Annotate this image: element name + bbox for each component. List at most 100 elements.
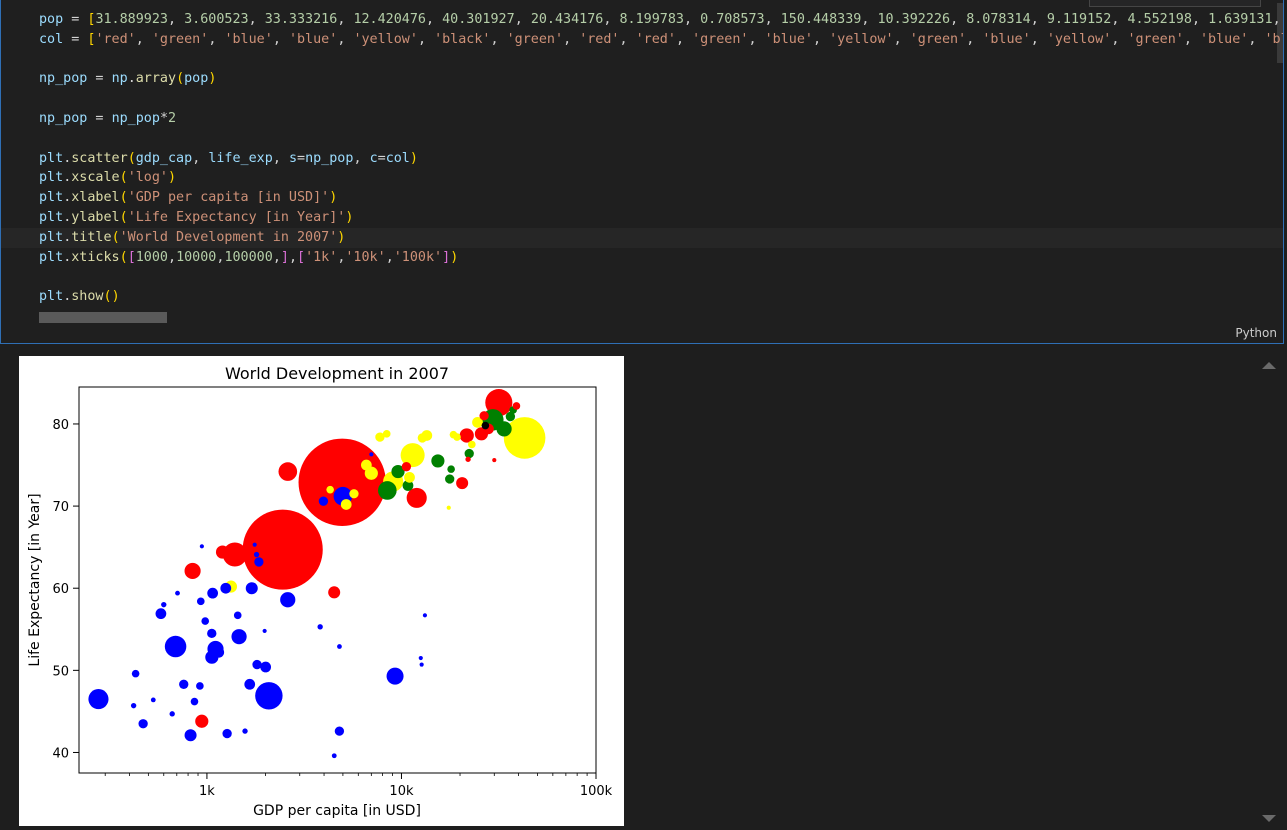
- scatter-point: [190, 697, 199, 706]
- scatter-point: [447, 465, 455, 473]
- output-scroll-up-icon[interactable]: [1262, 362, 1276, 369]
- scatter-point: [254, 557, 264, 567]
- scatter-point: [512, 402, 521, 410]
- code-editor[interactable]: pop = [31.889923, 3.600523, 33.333216, 1…: [1, 10, 1283, 307]
- scatter-point: [253, 551, 260, 558]
- scatter-point: [131, 669, 140, 678]
- scatter-point: [419, 662, 424, 667]
- scatter-point: [138, 719, 148, 729]
- scatter-point: [88, 689, 109, 710]
- scatter-point: [505, 411, 516, 422]
- scatter-point: [169, 711, 175, 717]
- scatter-point: [278, 462, 298, 481]
- scatter-point: [231, 629, 247, 645]
- scatter-point: [215, 545, 230, 559]
- code-line[interactable]: plt.title('World Development in 2007'): [1, 227, 1283, 248]
- code-line[interactable]: [39, 89, 1283, 109]
- execution-progress-bar: [39, 312, 167, 323]
- code-line[interactable]: plt.ylabel('Life Expectancy [in Year]'): [39, 209, 354, 225]
- x-tick-label: 10k: [389, 784, 414, 799]
- code-line[interactable]: plt.xscale('log'): [39, 170, 177, 186]
- scatter-point: [503, 417, 546, 459]
- scatter-point: [406, 487, 427, 508]
- scatter-point: [382, 430, 391, 438]
- scatter-point: [360, 459, 372, 471]
- scatter-point: [445, 474, 455, 484]
- plot-frame: [78, 386, 597, 774]
- scatter-point: [337, 644, 342, 649]
- scatter-point: [255, 682, 283, 710]
- scatter-point: [464, 448, 474, 459]
- code-line[interactable]: plt.show(): [39, 289, 120, 305]
- scatter-point: [150, 697, 156, 703]
- code-line[interactable]: plt.scatter(gdp_cap, life_exp, s=np_pop,…: [39, 150, 418, 166]
- scatter-point: [468, 440, 476, 449]
- scatter-point: [242, 728, 248, 734]
- scatter-point: [386, 667, 404, 685]
- scatter-point: [400, 443, 425, 468]
- scatter-point: [417, 433, 427, 443]
- scatter-chart: 1k 10k 100k 40 50 60 70 80 World Development in…: [27, 364, 613, 819]
- chart-axes: 1k 10k 100k 40 50 60 70 80: [52, 418, 612, 799]
- code-line[interactable]: pop = [31.889923, 3.600523, 33.333216, 1…: [39, 12, 1281, 27]
- scatter-point: [422, 613, 428, 618]
- scatter-point: [318, 496, 329, 506]
- scatter-point: [222, 542, 247, 567]
- scatter-point: [404, 471, 415, 483]
- code-line[interactable]: plt.xlabel('GDP per capita [in USD]'): [39, 190, 338, 206]
- code-line[interactable]: col = ['red', 'green', 'blue', 'blue', '…: [39, 31, 1283, 47]
- scatter-point: [252, 659, 262, 670]
- scatter-point: [418, 655, 423, 661]
- scatter-point: [155, 608, 167, 620]
- scatter-point: [328, 586, 341, 599]
- code-line[interactable]: plt.xticks([1000,10000,100000,],['1k','1…: [39, 249, 459, 265]
- scatter-point: [196, 682, 204, 690]
- scatter-point: [184, 729, 197, 742]
- editor-scrollbar[interactable]: [1277, 3, 1283, 63]
- y-tick-label: 50: [52, 664, 69, 679]
- scatter-point: [233, 611, 242, 620]
- scatter-point: [326, 485, 334, 494]
- cell-output: 1k 10k 100k 40 50 60 70 80 World Development in…: [19, 356, 624, 826]
- scatter-point: [401, 462, 412, 472]
- scatter-point: [195, 714, 209, 728]
- scatter-point: [207, 628, 217, 639]
- scatter-point: [481, 421, 490, 430]
- scatter-point: [446, 505, 451, 510]
- code-line[interactable]: [39, 129, 1283, 149]
- code-line[interactable]: [39, 267, 1283, 287]
- find-widget[interactable]: [1089, 0, 1261, 7]
- scatter-point: [175, 590, 180, 596]
- code-line[interactable]: [39, 50, 1283, 70]
- code-line[interactable]: np_pop = np_pop*2: [39, 110, 177, 126]
- scatter-point: [431, 454, 445, 468]
- scatter-point: [222, 728, 232, 739]
- scatter-point: [213, 646, 225, 658]
- y-tick-label: 40: [52, 746, 69, 761]
- scatter-point: [317, 624, 323, 630]
- y-tick-label: 70: [52, 500, 69, 515]
- scatter-point: [479, 411, 489, 421]
- scatter-point: [349, 489, 359, 499]
- scatter-point: [375, 432, 385, 442]
- scatter-point: [201, 617, 210, 625]
- x-axis-label: GDP per capita [in USD]: [253, 803, 421, 819]
- scatter-point: [199, 544, 204, 549]
- scatter-point: [453, 433, 461, 441]
- scatter-point: [242, 509, 323, 590]
- scatter-point: [184, 562, 201, 580]
- output-scroll-down-icon[interactable]: [1262, 815, 1276, 822]
- x-tick-label: 100k: [580, 784, 613, 799]
- scatter-point: [340, 499, 352, 510]
- scatter-point: [456, 477, 469, 490]
- scatter-point: [298, 438, 386, 526]
- cell-language-label[interactable]: Python: [1235, 326, 1277, 340]
- chart-title: World Development in 2007: [225, 364, 449, 383]
- y-axis-label: Life Expectancy [in Year]: [27, 493, 43, 666]
- scatter-point: [378, 481, 397, 500]
- scatter-point: [179, 679, 189, 689]
- code-line[interactable]: np_pop = np.array(pop): [39, 71, 217, 87]
- scatter-point: [334, 726, 345, 736]
- scatter-point: [164, 635, 187, 658]
- code-cell[interactable]: pop = [31.889923, 3.600523, 33.333216, 1…: [0, 0, 1284, 344]
